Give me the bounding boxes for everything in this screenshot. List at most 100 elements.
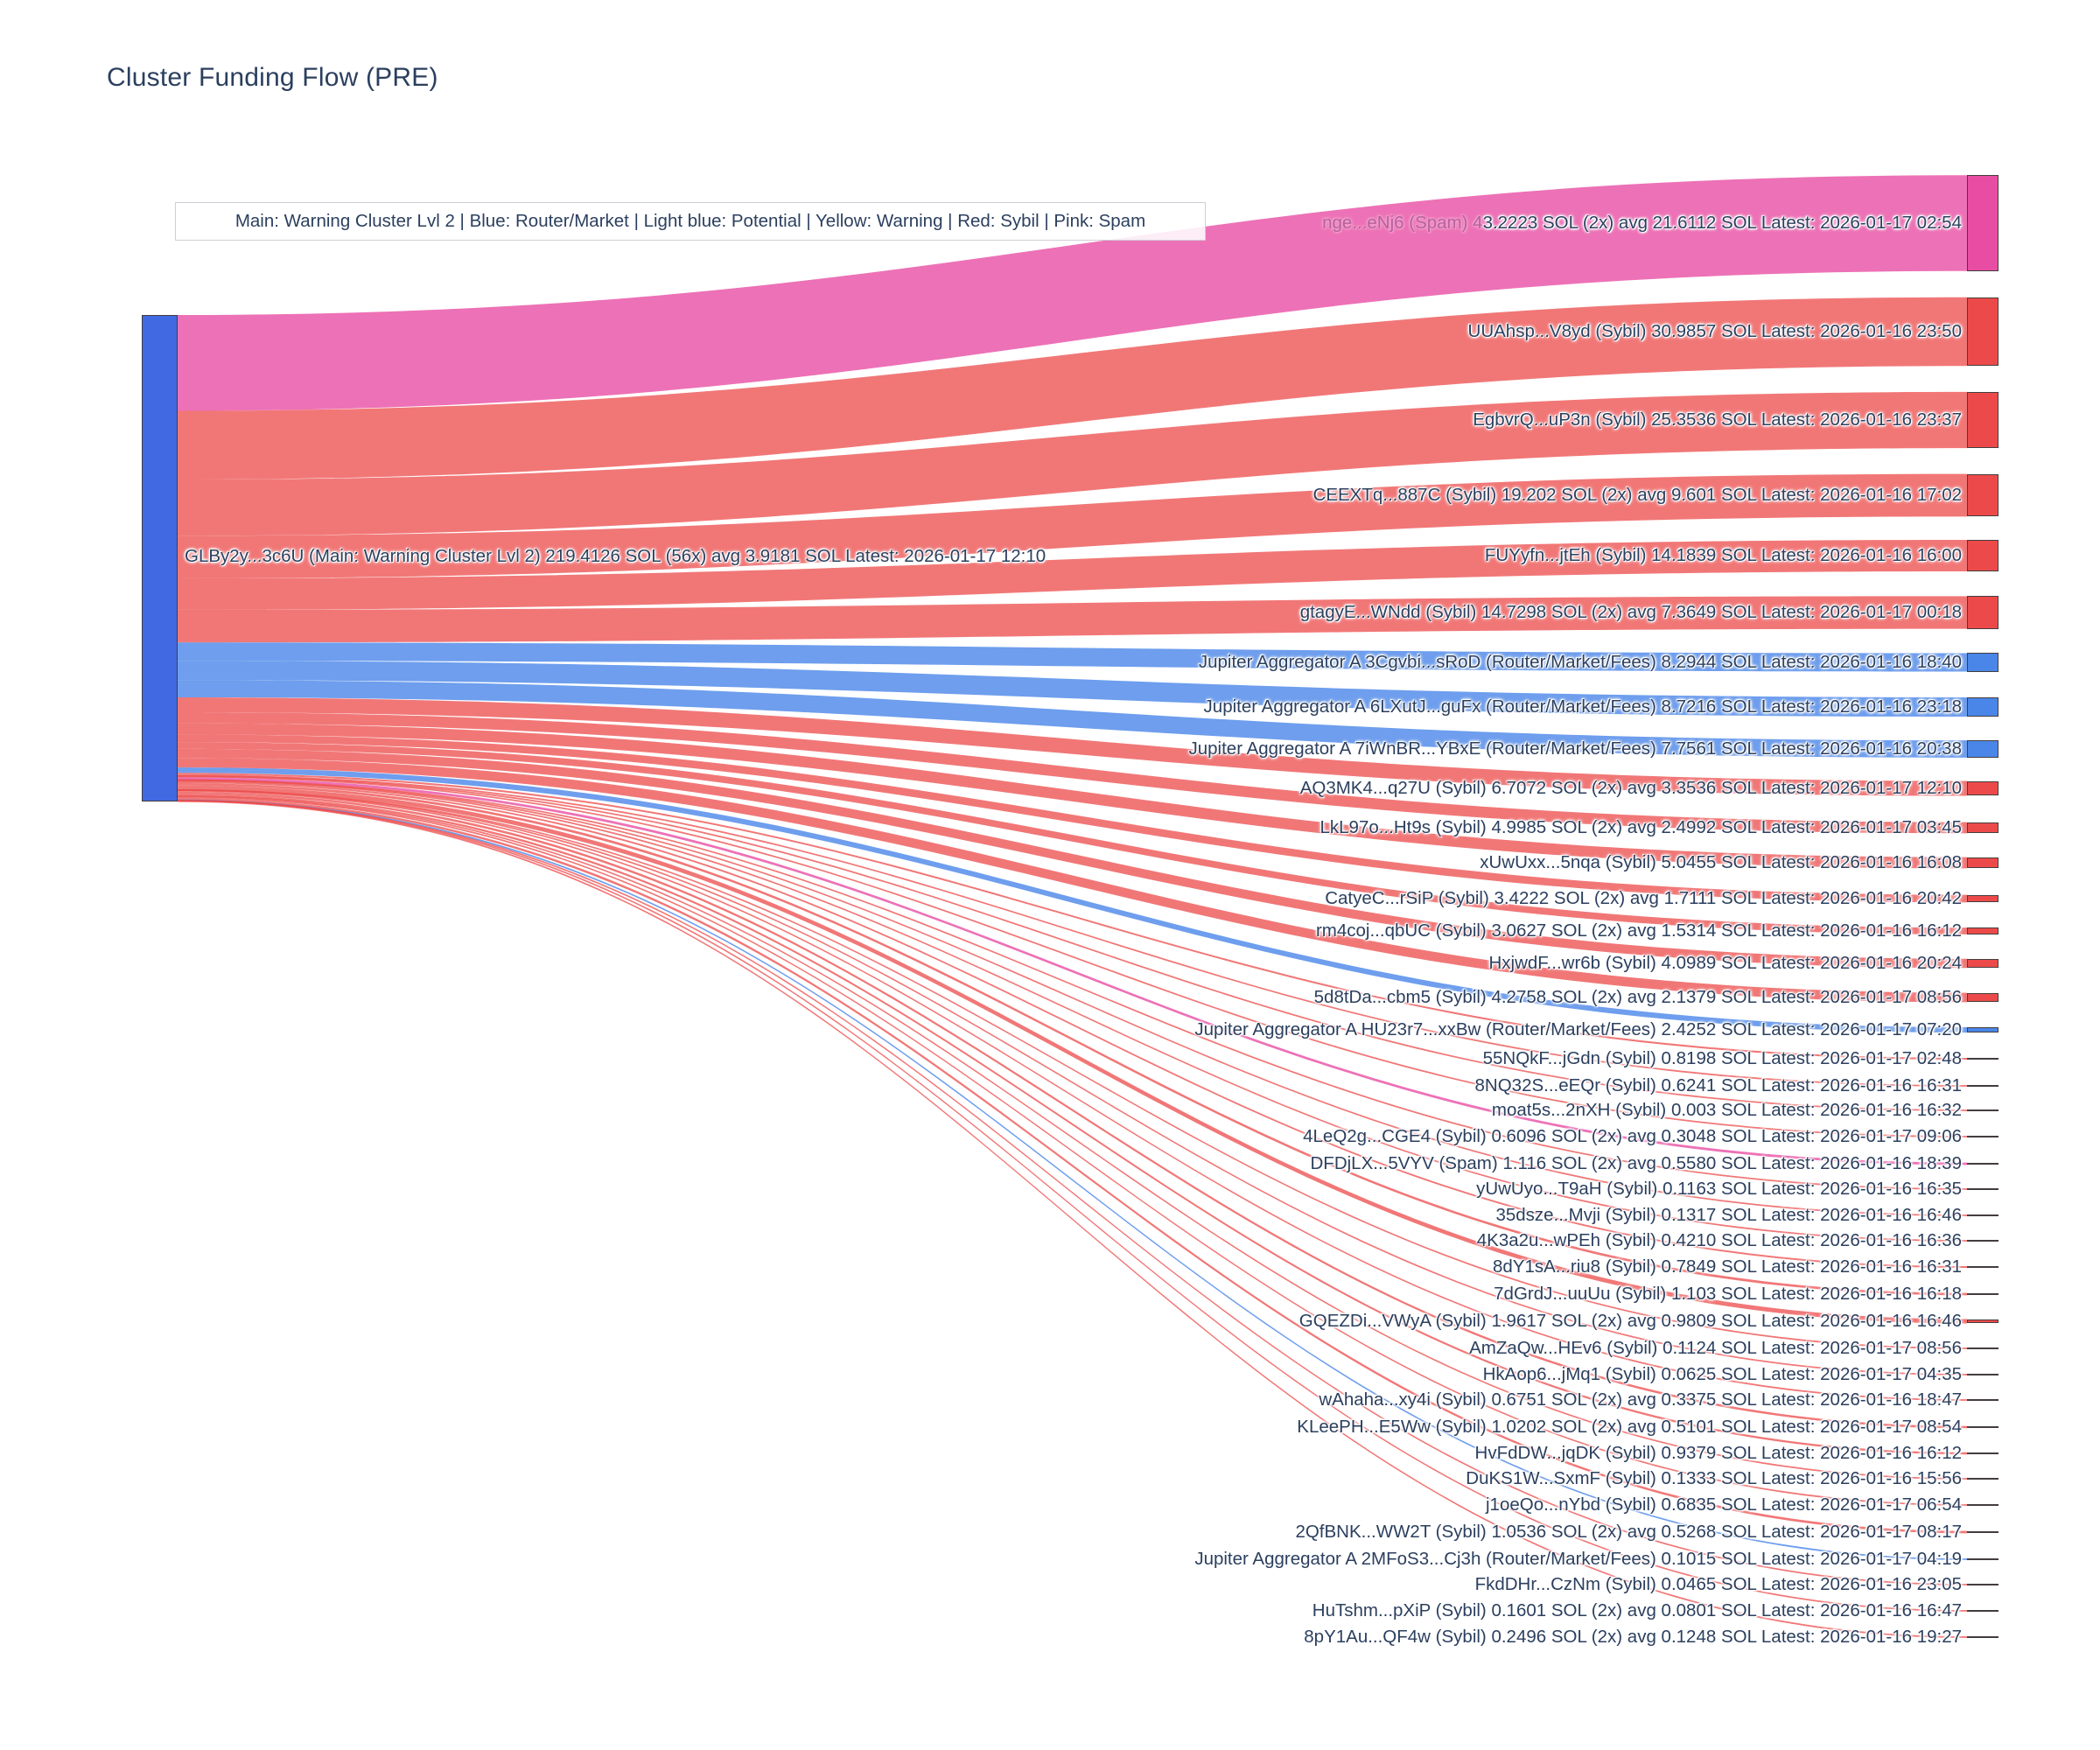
source-node-main-cluster[interactable]	[142, 315, 178, 802]
sankey-node-8[interactable]	[1967, 740, 1998, 758]
sankey-link-37[interactable]	[178, 799, 1967, 1586]
sankey-node-22[interactable]	[1967, 1188, 1998, 1190]
sankey-link-23[interactable]	[178, 779, 1967, 1216]
node-label-22: yUwUyo...T9aH (Sybil) 0.1163 SOL Latest:…	[1476, 1179, 1962, 1199]
sankey-node-23[interactable]	[1967, 1214, 1998, 1216]
sankey-link-39[interactable]	[178, 800, 1967, 1638]
sankey-node-33[interactable]	[1967, 1478, 1998, 1480]
sankey-node-10[interactable]	[1967, 822, 1998, 834]
sankey-link-10[interactable]	[178, 711, 1967, 834]
sankey-link-15[interactable]	[178, 758, 1967, 1003]
node-label-16: Jupiter Aggregator A HU23r7...xxBw (Rout…	[1194, 1019, 1962, 1040]
node-label-39: 8pY1Au...QF4w (Sybil) 0.2496 SOL (2x) av…	[1304, 1627, 1962, 1647]
sankey-link-22[interactable]	[178, 779, 1967, 1190]
visible-label-text: 3.2223 SOL (2x) avg 21.6112 SOL Latest: …	[1482, 213, 1962, 233]
sankey-link-17[interactable]	[178, 773, 1967, 1060]
sankey-node-2[interactable]	[1967, 391, 1998, 449]
sankey-node-20[interactable]	[1967, 1136, 1998, 1138]
node-label-1: UUAhsp...V8yd (Sybil) 30.9857 SOL Latest…	[1467, 321, 1962, 341]
node-label-34: j1oeQo...nYbd (Sybil) 0.6835 SOL Latest:…	[1486, 1494, 1962, 1515]
sankey-link-35[interactable]	[178, 797, 1967, 1534]
sankey-link-16[interactable]	[178, 767, 1967, 1033]
sankey-link-6[interactable]	[178, 642, 1967, 672]
sankey-node-19[interactable]	[1967, 1110, 1998, 1111]
sankey-node-24[interactable]	[1967, 1240, 1998, 1242]
sankey-node-17[interactable]	[1967, 1057, 1998, 1060]
sankey-node-21[interactable]	[1967, 1162, 1998, 1166]
sankey-node-16[interactable]	[1967, 1026, 1998, 1033]
sankey-link-27[interactable]	[178, 785, 1967, 1324]
sankey-link-28[interactable]	[178, 788, 1967, 1349]
node-label-30: wAhaha...xy4i (Sybil) 0.6751 SOL (2x) av…	[1319, 1390, 1962, 1410]
node-label-33: DuKS1W...SxmF (Sybil) 0.1333 SOL Latest:…	[1466, 1468, 1962, 1488]
sankey-link-26[interactable]	[178, 782, 1967, 1296]
sankey-link-9[interactable]	[178, 696, 1967, 796]
sankey-node-39[interactable]	[1967, 1636, 1998, 1638]
sankey-link-34[interactable]	[178, 796, 1967, 1506]
sankey-link-8[interactable]	[178, 680, 1967, 758]
sankey-link-7[interactable]	[178, 661, 1967, 718]
sankey-link-13[interactable]	[178, 742, 1967, 934]
sankey-node-32[interactable]	[1967, 1452, 1998, 1455]
sankey-node-3[interactable]	[1967, 473, 1998, 517]
sankey-link-32[interactable]	[178, 794, 1967, 1455]
sankey-link-0[interactable]	[178, 175, 1967, 411]
sankey-node-29[interactable]	[1967, 1374, 1998, 1376]
sankey-link-11[interactable]	[178, 723, 1967, 869]
sankey-link-38[interactable]	[178, 800, 1967, 1612]
sankey-node-35[interactable]	[1967, 1530, 1998, 1534]
sankey-node-31[interactable]	[1967, 1425, 1998, 1429]
sankey-node-12[interactable]	[1967, 894, 1998, 903]
sankey-node-15[interactable]	[1967, 992, 1998, 1003]
sankey-node-30[interactable]	[1967, 1399, 1998, 1401]
sankey-node-18[interactable]	[1967, 1085, 1998, 1087]
sankey-link-12[interactable]	[178, 734, 1967, 903]
node-label-7: Jupiter Aggregator A 6LXutJ...guFx (Rout…	[1203, 696, 1962, 717]
node-label-8: Jupiter Aggregator A 7iWnBR...YBxE (Rout…	[1188, 738, 1962, 759]
sankey-node-38[interactable]	[1967, 1610, 1998, 1612]
sankey-node-7[interactable]	[1967, 696, 1998, 718]
node-label-3: CEEXTq...887C (Sybil) 19.202 SOL (2x) av…	[1312, 485, 1962, 505]
node-label-5: gtagyE...WNdd (Sybil) 14.7298 SOL (2x) a…	[1299, 602, 1962, 622]
sankey-node-4[interactable]	[1967, 540, 1998, 571]
sankey-link-3[interactable]	[178, 473, 1967, 578]
sankey-node-1[interactable]	[1967, 297, 1998, 367]
sankey-link-33[interactable]	[178, 795, 1967, 1480]
sankey-link-20[interactable]	[178, 775, 1967, 1138]
sankey-link-19[interactable]	[178, 774, 1967, 1111]
sankey-link-31[interactable]	[178, 791, 1967, 1429]
sankey-link-25[interactable]	[178, 780, 1967, 1268]
sankey-link-24[interactable]	[178, 780, 1967, 1242]
sankey-node-27[interactable]	[1967, 1319, 1998, 1324]
sankey-node-13[interactable]	[1967, 928, 1998, 934]
sankey-node-0[interactable]	[1967, 175, 1998, 271]
sankey-node-14[interactable]	[1967, 958, 1998, 969]
sankey-node-9[interactable]	[1967, 780, 1998, 796]
node-label-4: FUYyfn...jtEh (Sybil) 14.1839 SOL Latest…	[1484, 545, 1962, 565]
sankey-node-36[interactable]	[1967, 1558, 1998, 1560]
sankey-link-18[interactable]	[178, 774, 1967, 1087]
sankey-link-36[interactable]	[178, 799, 1967, 1560]
sankey-node-5[interactable]	[1967, 596, 1998, 629]
sankey-link-5[interactable]	[178, 596, 1967, 643]
node-label-38: HuTshm...pXiP (Sybil) 0.1601 SOL (2x) av…	[1312, 1600, 1962, 1620]
sankey-node-37[interactable]	[1967, 1584, 1998, 1586]
sankey-link-29[interactable]	[178, 789, 1967, 1376]
sankey-link-1[interactable]	[178, 297, 1967, 480]
node-label-17: 55NQkF...jGdn (Sybil) 0.8198 SOL Latest:…	[1482, 1048, 1962, 1068]
node-label-9: AQ3MK4...q27U (Sybil) 6.7072 SOL (2x) av…	[1299, 778, 1962, 798]
sankey-link-4[interactable]	[178, 540, 1967, 610]
sankey-node-34[interactable]	[1967, 1504, 1998, 1506]
legend-annotation: Main: Warning Cluster Lvl 2 | Blue: Rout…	[175, 202, 1206, 241]
sankey-node-6[interactable]	[1967, 653, 1998, 672]
node-label-35: 2QfBNK...WW2T (Sybil) 1.0536 SOL (2x) av…	[1295, 1522, 1962, 1542]
sankey-link-30[interactable]	[178, 790, 1967, 1401]
sankey-node-25[interactable]	[1967, 1266, 1998, 1268]
sankey-link-14[interactable]	[178, 748, 1967, 969]
sankey-node-28[interactable]	[1967, 1348, 1998, 1349]
sankey-node-11[interactable]	[1967, 857, 1998, 869]
sankey-link-21[interactable]	[178, 777, 1967, 1166]
sankey-node-26[interactable]	[1967, 1292, 1998, 1296]
occluded-label-prefix: nge...eNj6 (Spam) 4	[1322, 213, 1483, 233]
sankey-link-2[interactable]	[178, 391, 1967, 536]
